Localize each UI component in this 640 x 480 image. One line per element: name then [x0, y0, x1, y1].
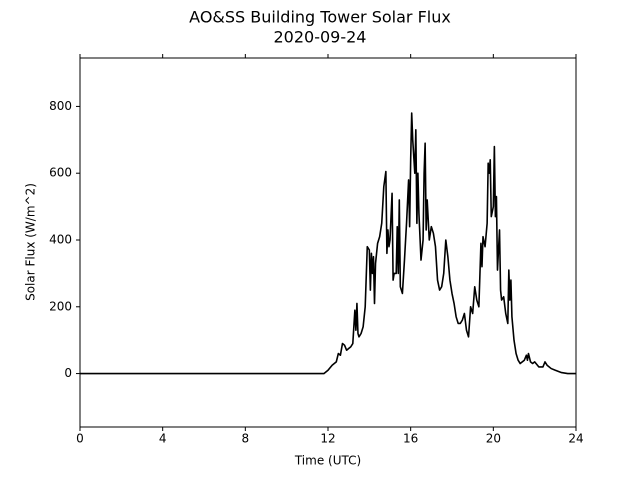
y-tick-label: 0	[64, 366, 72, 380]
x-tick-label: 16	[403, 432, 418, 446]
plot-frame	[79, 57, 577, 428]
x-tick-label: 12	[320, 432, 335, 446]
y-tick-label: 200	[49, 299, 72, 313]
y-tick-label: 600	[49, 166, 72, 180]
x-tick-label: 24	[568, 432, 583, 446]
x-tick-label: 20	[486, 432, 501, 446]
y-tick-label: 400	[49, 232, 72, 246]
y-tick-label: 800	[49, 99, 72, 113]
x-tick-label: 8	[242, 432, 250, 446]
x-tick-label: 4	[159, 432, 167, 446]
y-axis-label: Solar Flux (W/m^2)	[24, 183, 38, 301]
x-axis-label: Time (UTC)	[294, 454, 361, 468]
chart-subtitle: 2020-09-24	[274, 28, 367, 47]
x-tick-label: 0	[76, 432, 84, 446]
chart-title: AO&SS Building Tower Solar Flux	[189, 8, 451, 27]
data-line	[80, 112, 576, 375]
